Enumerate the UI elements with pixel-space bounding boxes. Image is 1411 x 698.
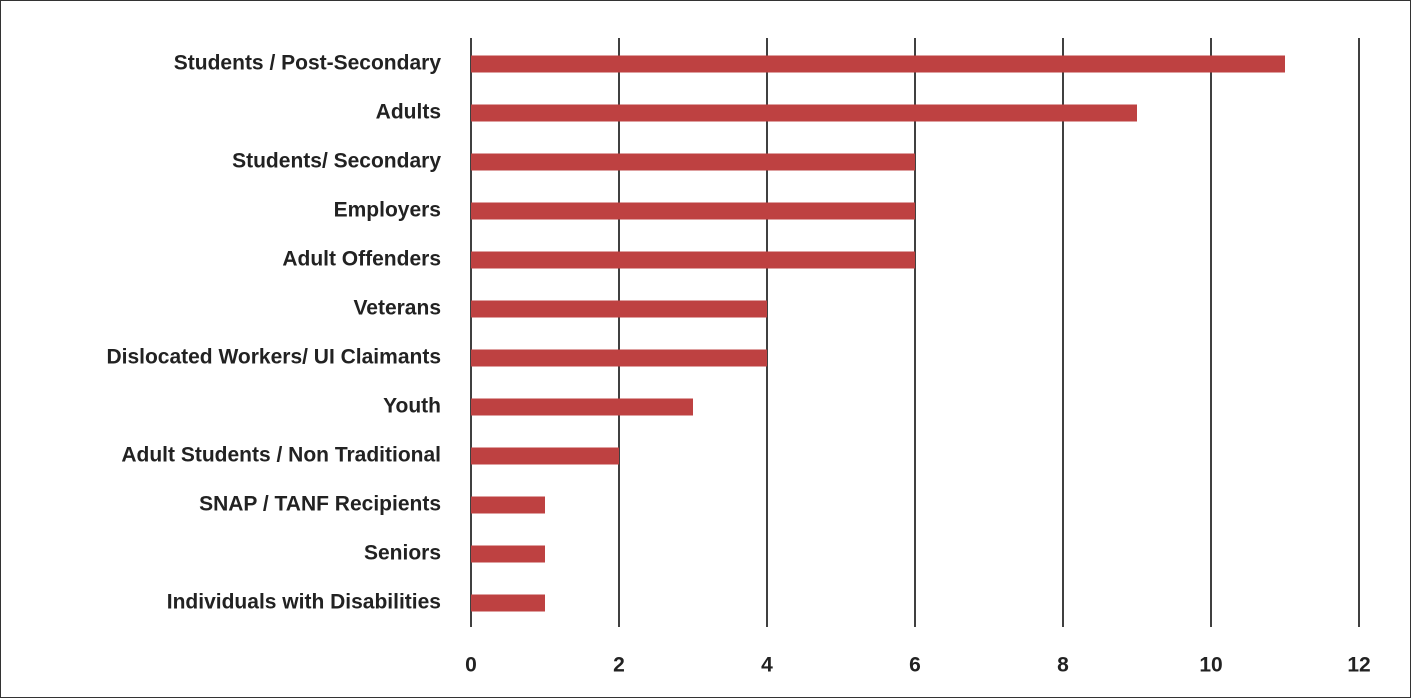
y-tick-label: Dislocated Workers/ UI Claimants xyxy=(106,346,441,369)
x-tick-label: 0 xyxy=(465,654,477,677)
y-tick-label: Employers xyxy=(334,199,441,222)
bar xyxy=(471,398,693,416)
bar xyxy=(471,202,915,220)
bar xyxy=(471,104,1137,122)
bar xyxy=(471,55,1285,73)
x-tick-label: 2 xyxy=(613,654,625,677)
x-tick-label: 10 xyxy=(1199,654,1222,677)
y-tick-label: Veterans xyxy=(353,297,441,320)
y-tick-label: Students / Post-Secondary xyxy=(174,52,442,75)
y-tick-label: Individuals with Disabilities xyxy=(167,591,441,614)
bar xyxy=(471,300,767,318)
bar xyxy=(471,349,767,367)
x-tick-label: 12 xyxy=(1347,654,1370,677)
x-tick-label: 6 xyxy=(909,654,921,677)
bar xyxy=(471,447,619,465)
x-tick-label: 8 xyxy=(1057,654,1069,677)
y-tick-label: Youth xyxy=(383,395,441,418)
y-tick-label: SNAP / TANF Recipients xyxy=(199,493,441,516)
y-tick-label: Adults xyxy=(376,101,441,124)
bar xyxy=(471,594,545,612)
y-tick-label: Seniors xyxy=(364,542,441,565)
bar xyxy=(471,251,915,269)
bar xyxy=(471,545,545,563)
y-tick-label: Adult Offenders xyxy=(282,248,441,271)
y-tick-label: Students/ Secondary xyxy=(232,150,441,173)
bar xyxy=(471,496,545,514)
x-tick-label: 4 xyxy=(761,654,773,677)
y-tick-label: Adult Students / Non Traditional xyxy=(121,444,441,467)
bar xyxy=(471,153,915,171)
